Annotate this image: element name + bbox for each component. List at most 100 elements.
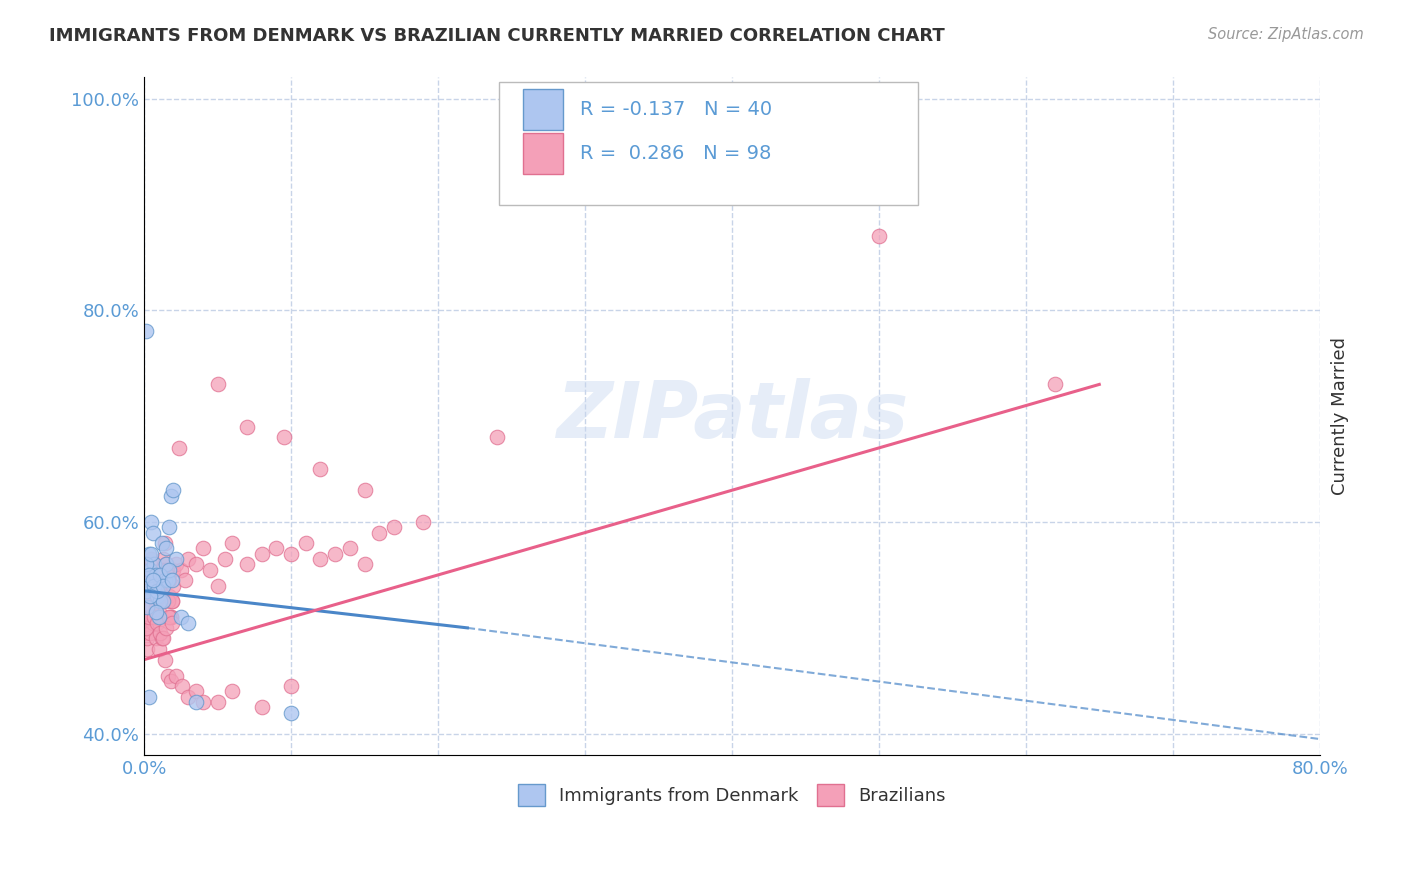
Text: R = -0.137   N = 40: R = -0.137 N = 40 [581, 100, 772, 120]
Point [162, 483, 184, 498]
Point [214, 552, 236, 566]
Point [156, 594, 179, 608]
Point [142, 615, 165, 630]
Point [138, 568, 160, 582]
Text: Source: ZipAtlas.com: Source: ZipAtlas.com [1208, 27, 1364, 42]
Point [155, 621, 177, 635]
Point [152, 632, 174, 646]
Point [159, 673, 181, 688]
Point [136, 573, 159, 587]
Point [152, 594, 174, 608]
Point [156, 573, 179, 587]
Point [184, 558, 207, 572]
Point [177, 615, 200, 630]
Point [184, 695, 207, 709]
Point [145, 568, 167, 582]
Point [135, 621, 157, 635]
Point [165, 552, 187, 566]
Point [149, 594, 172, 608]
Point [152, 552, 174, 566]
Point [165, 668, 187, 682]
Point [169, 441, 191, 455]
Point [141, 621, 163, 635]
Point [170, 563, 193, 577]
Point [139, 589, 162, 603]
Point [177, 552, 200, 566]
Point [353, 558, 375, 572]
Point [353, 483, 375, 498]
Point [157, 610, 180, 624]
Point [153, 573, 176, 587]
Point [153, 573, 176, 587]
FancyBboxPatch shape [523, 133, 562, 174]
Point [138, 610, 160, 624]
Point [152, 568, 174, 582]
Point [136, 578, 159, 592]
Point [141, 599, 163, 614]
Point [148, 610, 170, 624]
Y-axis label: Currently Married: Currently Married [1331, 337, 1348, 495]
Point [155, 558, 177, 572]
Point [273, 430, 295, 444]
Point [280, 706, 302, 720]
Point [157, 520, 180, 534]
Point [142, 573, 165, 587]
Point [266, 541, 288, 556]
Point [146, 589, 169, 603]
Point [184, 684, 207, 698]
Point [160, 573, 183, 587]
FancyBboxPatch shape [523, 89, 562, 130]
Point [150, 632, 173, 646]
Point [139, 563, 162, 577]
Text: R =  0.286   N = 98: R = 0.286 N = 98 [581, 145, 772, 163]
Point [135, 558, 157, 572]
Point [207, 695, 229, 709]
Point [191, 541, 214, 556]
Point [149, 589, 172, 603]
Point [145, 632, 167, 646]
Point [160, 594, 183, 608]
Point [323, 547, 346, 561]
Point [160, 615, 183, 630]
Point [159, 610, 181, 624]
Point [142, 568, 165, 582]
Point [159, 489, 181, 503]
Point [368, 525, 391, 540]
Point [141, 552, 163, 566]
Point [221, 536, 243, 550]
Point [135, 626, 157, 640]
Point [148, 605, 170, 619]
Point [172, 679, 194, 693]
Point [174, 573, 197, 587]
Point [145, 599, 167, 614]
Point [150, 563, 173, 577]
Point [146, 610, 169, 624]
Point [157, 563, 180, 577]
Point [236, 558, 259, 572]
Point [153, 653, 176, 667]
Legend: Immigrants from Denmark, Brazilians: Immigrants from Denmark, Brazilians [510, 777, 953, 814]
Point [165, 558, 187, 572]
Point [155, 541, 177, 556]
Point [309, 462, 332, 476]
Point [155, 558, 177, 572]
FancyBboxPatch shape [499, 82, 918, 205]
Point [250, 700, 273, 714]
Point [280, 679, 302, 693]
Point [136, 599, 159, 614]
Point [160, 594, 183, 608]
Point [339, 541, 361, 556]
Point [156, 573, 179, 587]
Point [157, 589, 180, 603]
Point [236, 419, 259, 434]
Point [146, 615, 169, 630]
Point [138, 547, 160, 561]
Point [139, 589, 162, 603]
Point [149, 626, 172, 640]
Point [145, 605, 167, 619]
Point [207, 377, 229, 392]
Point [142, 525, 165, 540]
Point [155, 563, 177, 577]
Point [138, 563, 160, 577]
Point [485, 430, 508, 444]
